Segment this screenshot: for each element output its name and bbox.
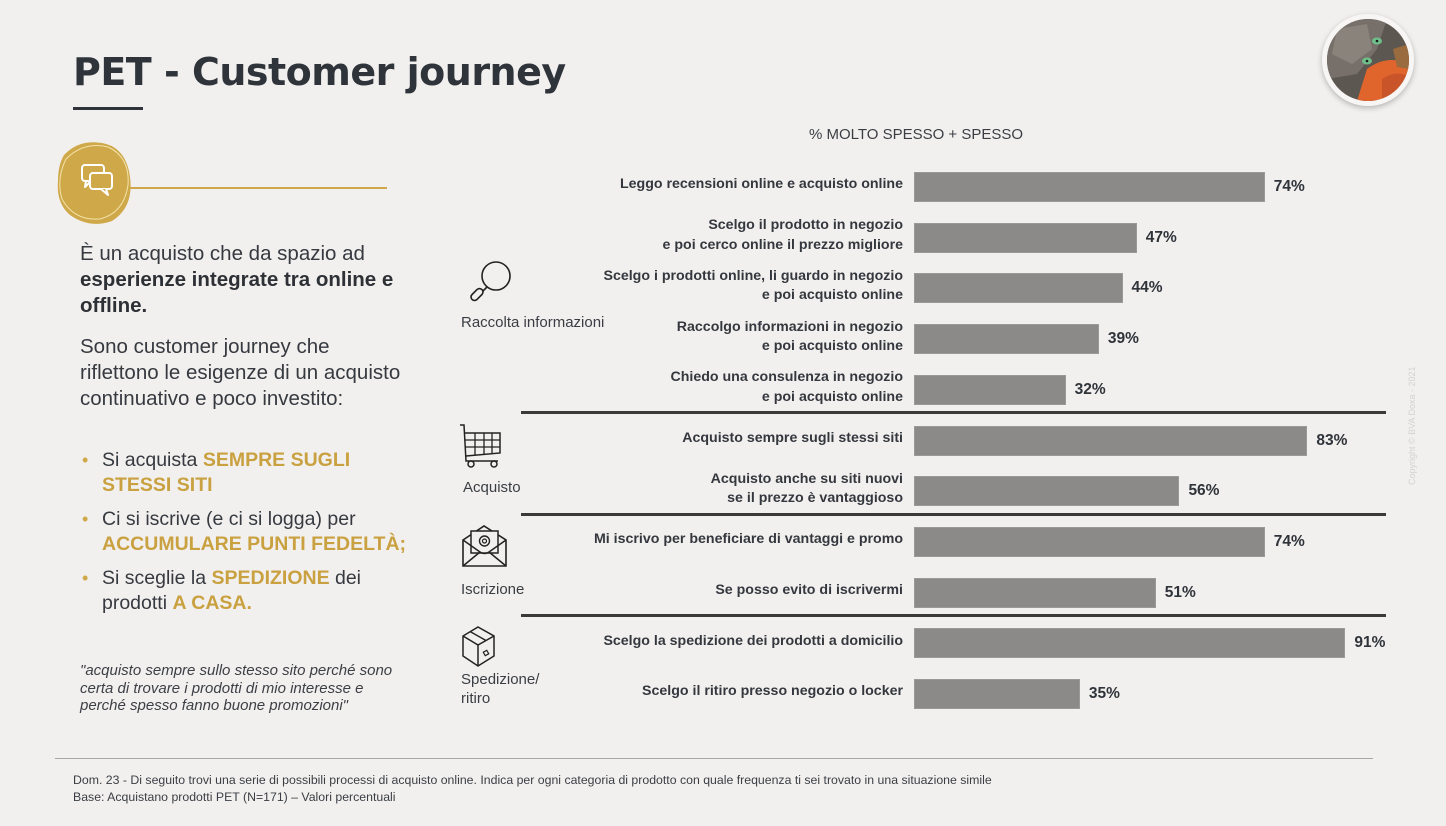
accent-divider <box>130 187 387 189</box>
key-points-list: Si acquista SEMPRE SUGLI STESSI SITI Ci … <box>80 448 410 625</box>
bar-value-label: 74% <box>1273 532 1305 550</box>
group-separator <box>521 513 1386 516</box>
shopping-cart-icon <box>458 423 508 469</box>
bar-category-label: Acquisto sempre sugli stessi siti <box>682 429 903 446</box>
chart-title: % MOLTO SPESSO + SPESSO <box>808 126 1024 143</box>
key-point-text: Si sceglie la <box>102 567 212 589</box>
group-label: Iscrizione <box>461 581 525 598</box>
description-paragraph: Sono customer journey che riflettono le … <box>80 335 401 410</box>
group-separator <box>521 411 1386 414</box>
package-box-icon <box>460 624 510 670</box>
key-point-highlight: A CASA. <box>172 591 252 614</box>
bar <box>914 679 1080 709</box>
bar-value-label: 47% <box>1145 228 1177 246</box>
intro-text: È un acquisto che da spazio ad esperienz… <box>80 241 410 319</box>
magnifier-icon <box>462 258 512 304</box>
customer-quote: "acquisto sempre sullo stesso sito perch… <box>80 662 393 714</box>
bar-value-label: 51% <box>1164 583 1196 601</box>
bar-value-label: 74% <box>1273 178 1305 195</box>
bar <box>914 628 1346 659</box>
intro-bold: esperienze integrate tra online e offlin… <box>80 268 394 317</box>
footer-divider <box>55 758 1373 759</box>
bar-value-label: 44% <box>1131 279 1163 297</box>
bar-value-label: 32% <box>1074 380 1106 398</box>
group-label: Acquisto <box>463 479 521 496</box>
bar-category-label: Leggo recensioni online e acquisto onlin… <box>619 176 903 193</box>
key-point: Si acquista SEMPRE SUGLI STESSI SITI <box>80 448 410 497</box>
bar <box>914 526 1265 557</box>
bar-category-label: Scelgo i prodotti online, li guardo in n… <box>603 267 903 304</box>
key-point-text: Ci si iscrive (e ci si logga) per <box>102 508 356 530</box>
key-point-text: dei prodotti <box>102 567 362 614</box>
bar-value-label: 35% <box>1088 685 1120 702</box>
group-label: Raccolta informazioni <box>461 314 605 331</box>
footer-question: Dom. 23 - Di seguito trovi una serie di … <box>73 773 992 787</box>
bar-category-label: Raccolgo informazioni in negozio e poi a… <box>676 318 903 355</box>
footer-base: Base: Acquistano prodotti PET (N=171) – … <box>73 790 396 804</box>
bar-category-label: Mi iscrivo per beneficiare di vantaggi e… <box>593 531 903 548</box>
bar-value-label: 83% <box>1316 431 1348 449</box>
copyright-notice: Copyright © BVA Doxa - 2021 <box>1407 366 1417 485</box>
bar <box>914 425 1308 456</box>
key-point: Si sceglie la SPEDIZIONE dei prodotti A … <box>80 566 410 615</box>
key-point-highlight: SPEDIZIONE <box>211 567 330 589</box>
key-point-highlight: ACCUMULARE PUNTI FEDELTÀ; <box>102 532 407 555</box>
bar-value-label: 56% <box>1188 482 1220 500</box>
cat-photo-graphic <box>1327 19 1409 101</box>
title-underline <box>73 107 143 110</box>
envelope-at-icon <box>460 522 510 568</box>
group-separator <box>521 614 1386 617</box>
bar-category-label: Scelgo il ritiro presso negozio o locker <box>642 683 903 700</box>
group-label: Spedizione/ ritiro <box>461 671 540 707</box>
bar-value-label: 91% <box>1354 634 1386 652</box>
page-title: PET - Customer journey <box>73 50 566 94</box>
bar <box>914 222 1137 253</box>
bar-category-label: Scelgo la spedizione dei prodotti a domi… <box>603 632 903 649</box>
bar-category-label: Acquisto anche su siti nuovi se il prezz… <box>710 470 903 507</box>
bar <box>914 273 1123 304</box>
key-point: Ci si iscrive (e ci si logga) per ACCUMU… <box>80 507 410 556</box>
chat-bubbles-icon <box>54 137 134 227</box>
bar-value-label: 39% <box>1107 330 1139 348</box>
key-point-highlight: SEMPRE SUGLI STESSI SITI <box>102 449 351 496</box>
cat-photo <box>1322 14 1414 106</box>
bar-category-label: Scelgo il prodotto in negozio e poi cerc… <box>662 217 903 253</box>
bar-category-label: Se posso evito di iscrivermi <box>715 581 903 598</box>
bar <box>914 476 1180 507</box>
bar-category-label: Chiedo una consulenza in negozio e poi a… <box>670 369 903 405</box>
bar <box>914 324 1099 355</box>
intro-plain: È un acquisto che da spazio ad <box>80 242 365 265</box>
key-point-text: Si acquista <box>102 449 203 471</box>
bar <box>914 172 1265 202</box>
bar <box>914 374 1066 405</box>
bar <box>914 577 1156 608</box>
